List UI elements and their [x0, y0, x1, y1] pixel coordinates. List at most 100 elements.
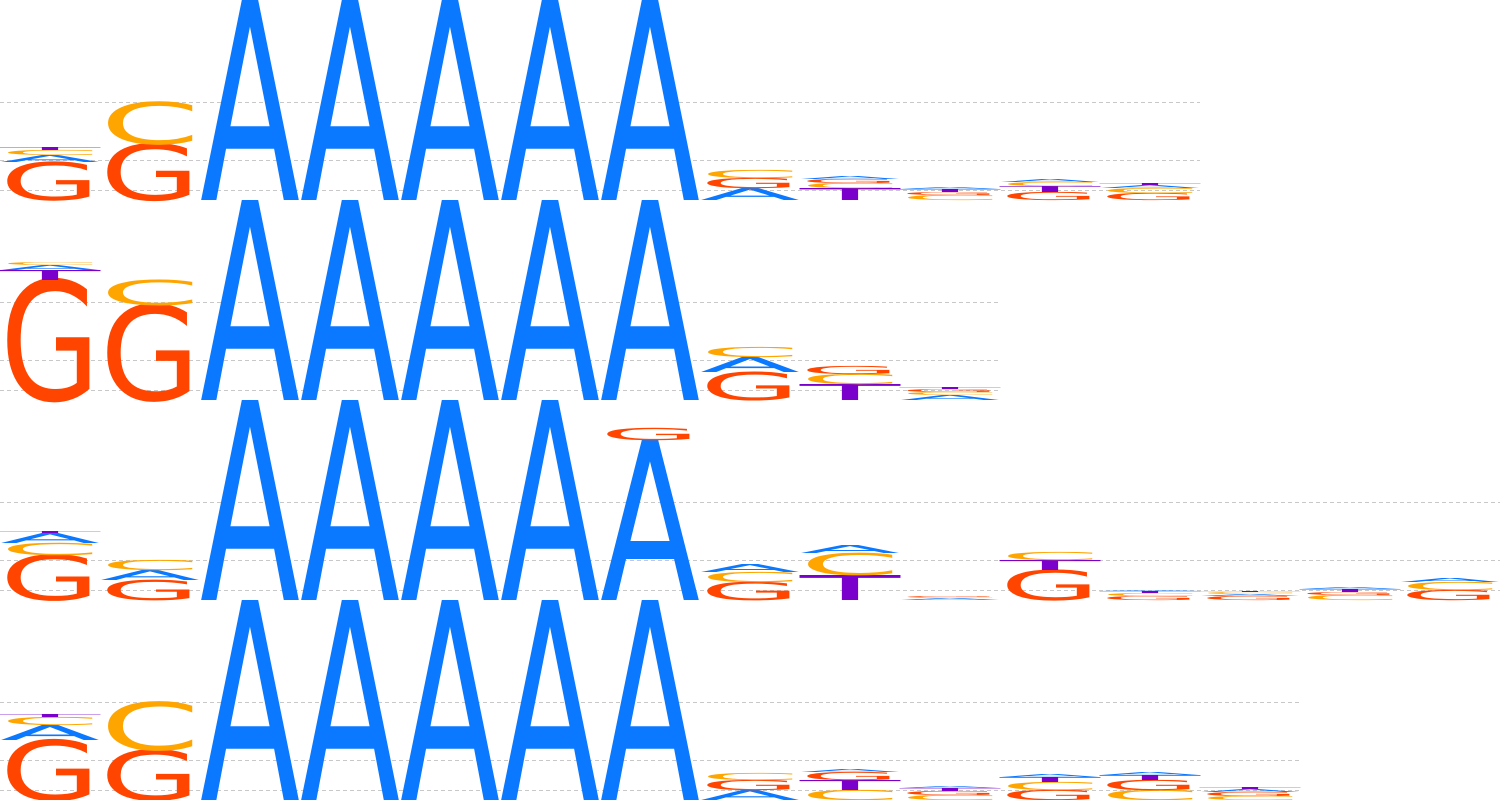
letter: C — [1100, 187, 1200, 195]
letter: C — [0, 149, 100, 157]
letter: C — [800, 787, 900, 800]
letter: A — [900, 186, 1000, 189]
letter: G — [900, 596, 1000, 598]
letter: C — [900, 391, 1000, 396]
letter: A — [800, 175, 900, 180]
sequence-logo: GCATGACTACGTACGTACGTACGTAGCTGCATTCAGACGT… — [0, 345, 1500, 665]
letter: G — [700, 365, 800, 410]
letter: T — [798, 777, 901, 793]
letter: A — [1000, 773, 1100, 778]
letter: A — [600, 545, 700, 800]
letter: A — [900, 785, 1000, 788]
letter: A — [300, 145, 400, 465]
letter: G — [1000, 190, 1100, 203]
letter: G — [0, 249, 100, 440]
letter: C — [900, 794, 1000, 800]
letter: T — [1298, 588, 1402, 593]
letter: T — [798, 185, 901, 204]
letter: G — [800, 178, 900, 184]
letter: T — [898, 386, 1002, 389]
letter: A — [1100, 771, 1200, 776]
letter: A — [400, 145, 500, 465]
letter: C — [1400, 580, 1500, 593]
letter: A — [200, 345, 300, 665]
letter: T — [1198, 591, 1302, 593]
letter: T — [0, 267, 101, 283]
letter: A — [1200, 593, 1300, 596]
letter: C — [100, 273, 200, 313]
letter: C — [1200, 591, 1300, 594]
letter: C — [700, 569, 800, 585]
letter: A — [1100, 184, 1200, 189]
letter: A — [0, 530, 100, 546]
letter: G — [100, 129, 200, 219]
letter: T — [998, 184, 1102, 194]
letter: G — [0, 152, 100, 213]
letter: A — [0, 153, 100, 164]
letter: G — [1100, 777, 1200, 793]
letter: A — [300, 545, 400, 800]
letter: A — [500, 345, 600, 665]
letter: C — [1000, 780, 1100, 793]
letter: T — [998, 776, 1102, 784]
letter: C — [700, 771, 800, 782]
letter: T — [798, 568, 901, 608]
letter: C — [1000, 550, 1100, 563]
letter: G — [100, 280, 200, 431]
letter: T — [898, 188, 1002, 193]
letter: C — [1100, 787, 1200, 800]
letter: A — [300, 0, 400, 265]
letter: A — [400, 345, 500, 665]
letter: C — [0, 261, 100, 266]
letter: T — [0, 146, 102, 151]
letter: A — [300, 345, 400, 665]
letter: A — [200, 0, 300, 265]
letter: A — [200, 545, 300, 800]
letter: T — [898, 787, 1002, 792]
letter: G — [1200, 791, 1300, 797]
sequence-logo: GACTGCATACGTACGTACGTACGTACGTAGCTCTGACGTA… — [0, 545, 1302, 800]
letter: C — [1000, 181, 1100, 187]
letter: G — [900, 388, 1000, 393]
letter: C — [800, 182, 900, 190]
letter: T — [998, 557, 1101, 573]
letter: A — [200, 145, 300, 465]
letter: A — [1300, 586, 1400, 589]
letter: T — [1098, 182, 1202, 185]
letter: G — [700, 175, 800, 191]
letter: G — [100, 575, 200, 607]
sequence-logo: GACTGCATACGTACGTACGTACGTACGTAGCTTCGACGTA… — [0, 0, 1202, 265]
letter: T — [0, 713, 102, 718]
letter: T — [798, 380, 902, 405]
letter: G — [600, 425, 700, 444]
letter: T — [0, 530, 102, 533]
letter: G — [1100, 595, 1200, 601]
letter: G — [800, 364, 900, 377]
letter: C — [900, 597, 1000, 599]
letter: G — [900, 191, 1000, 196]
letter: T — [1198, 786, 1302, 789]
letter: G — [1200, 595, 1300, 601]
letter: A — [1000, 178, 1100, 183]
letter: C — [700, 344, 800, 360]
letter: G — [900, 790, 1000, 796]
letter: A — [0, 264, 100, 272]
letter: C — [0, 715, 100, 728]
letter: A — [700, 353, 800, 377]
letter: A — [700, 562, 801, 575]
letter: G — [1100, 191, 1200, 202]
letter: A — [800, 768, 900, 773]
letter: A — [0, 721, 100, 745]
letter: A — [600, 145, 700, 465]
letter: C — [900, 194, 1000, 202]
letter: A — [700, 185, 800, 204]
letter: A — [800, 543, 901, 556]
letter: G — [0, 724, 100, 800]
letter: C — [800, 371, 900, 387]
letter: T — [1098, 774, 1202, 782]
letter: A — [400, 0, 500, 265]
letter: C — [100, 91, 200, 158]
sequence-logo: GTACGCATACGTACGTACGTACGTACGTGACTTCGAACGT — [0, 145, 1002, 465]
